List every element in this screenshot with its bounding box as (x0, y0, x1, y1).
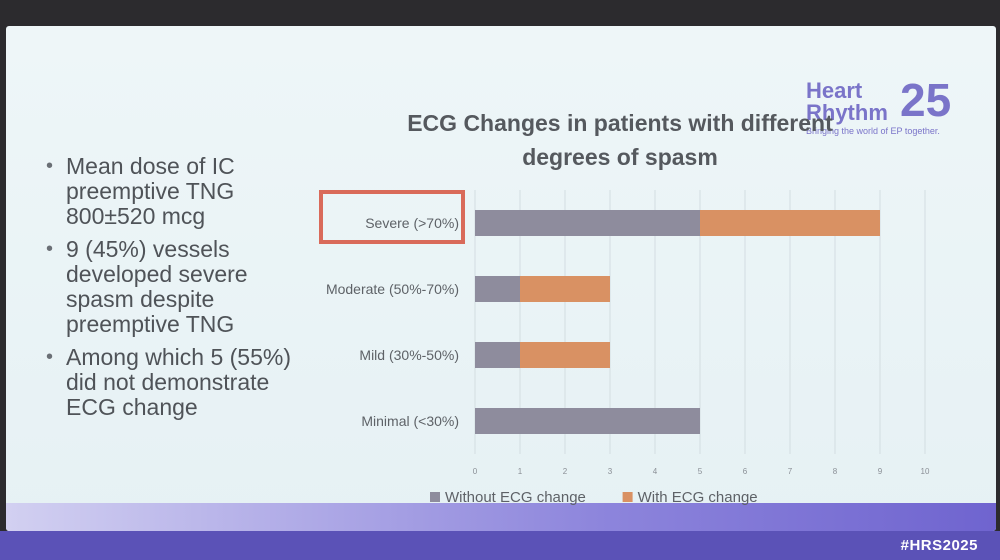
bullet-item: • Mean dose of IC preemptive TNG 800±520… (44, 154, 304, 229)
bullet-dot-icon: • (46, 155, 54, 177)
bar-segment (475, 210, 700, 236)
chart-title-line1: ECG Changes in patients with different (407, 110, 833, 136)
bar-segment (700, 210, 880, 236)
bullet-item: • 9 (45%) vessels developed severe spasm… (44, 237, 304, 337)
footer-band (6, 503, 996, 531)
bullet-dot-icon: • (46, 346, 54, 368)
bullet-dot-icon: • (46, 238, 54, 260)
logo-tagline: Bringing the world of EP together. (806, 126, 940, 136)
legend-label: With ECG change (638, 489, 758, 506)
bar-segment (520, 342, 610, 368)
legend-label: Without ECG change (445, 489, 586, 506)
category-label: Moderate (50%-70%) (326, 281, 459, 297)
chart-title: ECG Changes in patients with different d… (340, 106, 900, 174)
x-tick-label: 1 (518, 467, 523, 476)
slide: Heart Rhythm 25 Bringing the world of EP… (6, 26, 996, 531)
x-tick-label: 3 (608, 467, 613, 476)
stacked-bar-chart: 0 1 2 3 4 5 6 7 8 9 10 Severe (>70%) Moderate (50%-7… (326, 190, 930, 506)
severe-highlight-box (319, 190, 465, 244)
x-tick-label: 4 (653, 467, 658, 476)
x-tick-label: 2 (563, 467, 568, 476)
x-tick-label: 9 (878, 467, 883, 476)
chart-title-line2: degrees of spasm (522, 144, 718, 170)
bullet-text: Among which 5 (55%) did not demonstrate … (66, 344, 291, 420)
logo-line2: Rhythm (806, 100, 888, 125)
x-tick-label: 10 (921, 467, 930, 476)
bottom-strip (0, 531, 1000, 560)
logo-year: 25 (900, 74, 952, 126)
bullet-list: • Mean dose of IC preemptive TNG 800±520… (44, 154, 304, 428)
category-label: Minimal (<30%) (361, 413, 459, 429)
bullet-item: • Among which 5 (55%) did not demonstrat… (44, 345, 304, 420)
x-tick-label: 5 (698, 467, 703, 476)
category-label: Severe (>70%) (365, 215, 459, 231)
hashtag: #HRS2025 (900, 537, 978, 554)
category-label: Mild (30%-50%) (359, 347, 459, 363)
logo-line1: Heart (806, 78, 863, 103)
x-tick-label: 0 (473, 467, 478, 476)
x-tick-label: 7 (788, 467, 793, 476)
bar-segment (475, 342, 520, 368)
bullet-text: Mean dose of IC preemptive TNG 800±520 m… (66, 153, 235, 229)
x-tick-label: 6 (743, 467, 748, 476)
bullet-text: 9 (45%) vessels developed severe spasm d… (66, 236, 248, 337)
bar-segment (475, 408, 700, 434)
heart-rhythm-logo: Heart Rhythm 25 Bringing the world of EP… (800, 76, 990, 146)
legend-swatch (430, 492, 440, 502)
bar-segment (475, 276, 520, 302)
x-tick-label: 8 (833, 467, 838, 476)
bar-segment (520, 276, 610, 302)
legend-swatch (622, 492, 633, 502)
